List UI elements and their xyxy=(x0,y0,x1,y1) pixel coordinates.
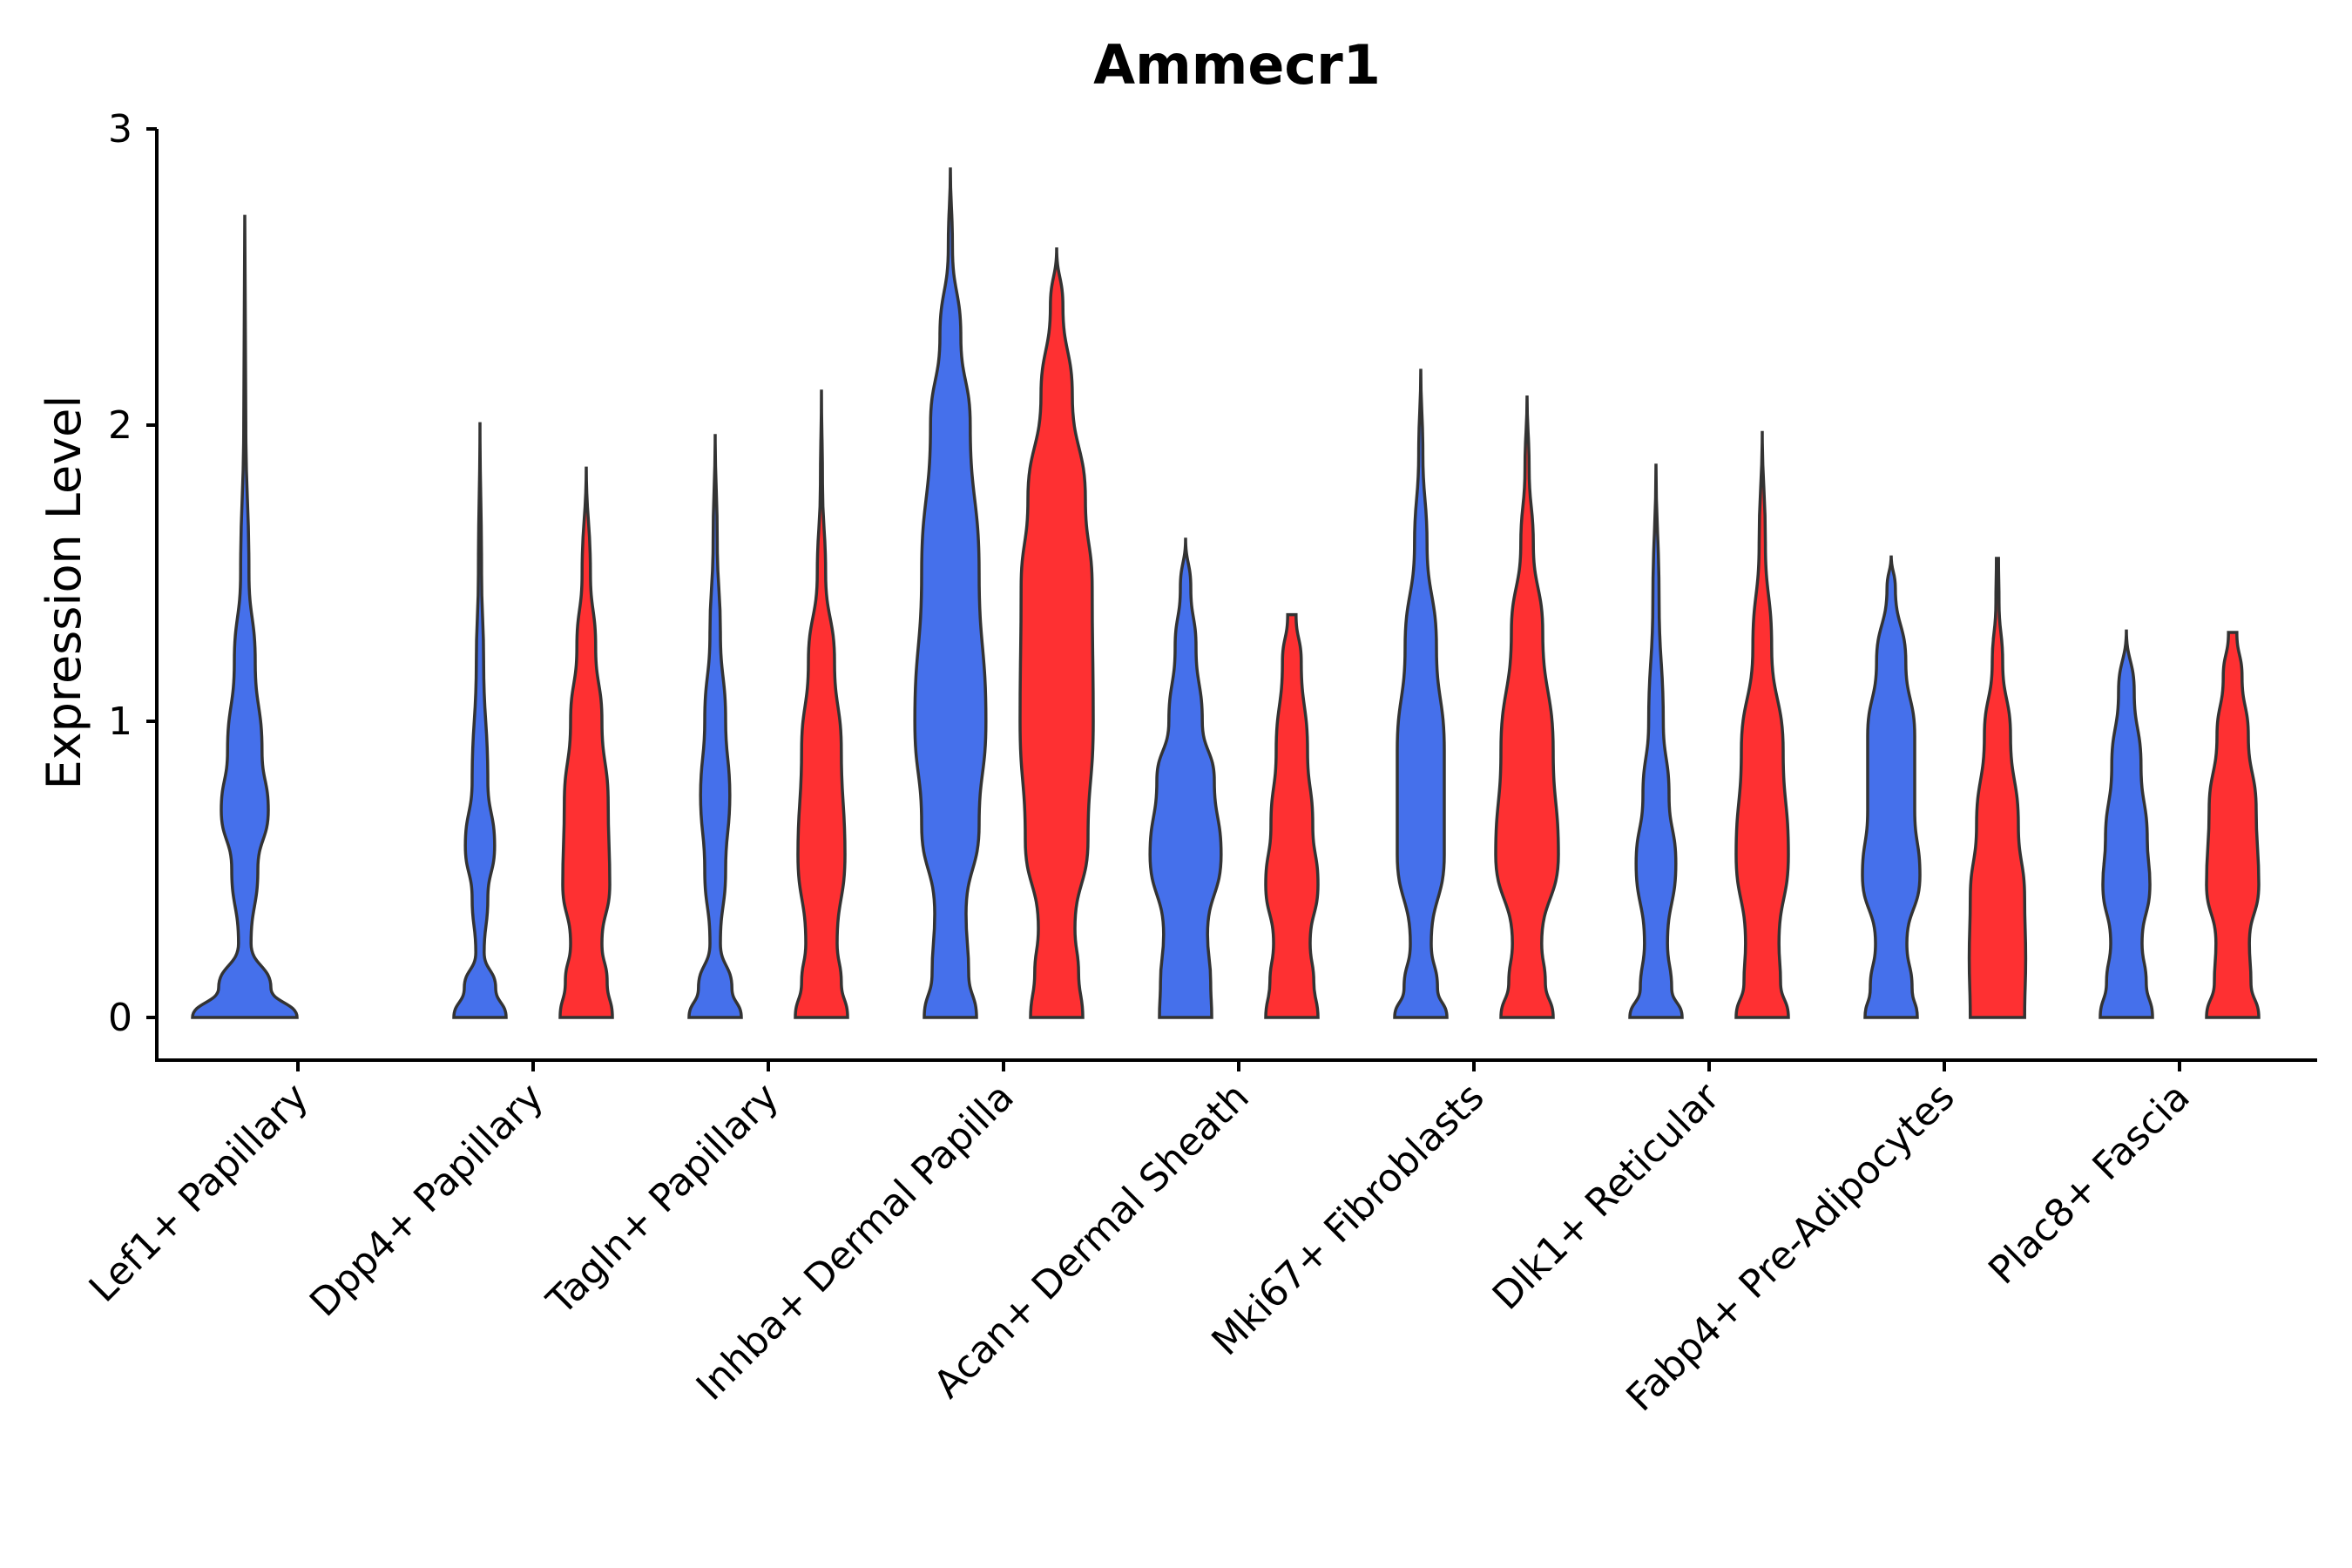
y-tick-label: 2 xyxy=(108,403,132,448)
violin-red-8 xyxy=(2205,631,2261,1019)
violin-blue-6 xyxy=(1628,463,1684,1019)
violin-red-7 xyxy=(1967,557,2028,1019)
y-axis-ticks: 0 1 2 3 xyxy=(108,107,157,1040)
violin-blue-1 xyxy=(452,420,508,1019)
violin-blue-7 xyxy=(1861,553,1922,1019)
violin-blue-4 xyxy=(1148,537,1223,1019)
x-tick-label: Mki67+ Fibroblasts xyxy=(1203,1075,1492,1364)
y-axis-label: Expression Level xyxy=(37,395,91,790)
violin-layer xyxy=(191,166,2261,1019)
x-tick-label: Lef1+ Papillary xyxy=(81,1075,317,1311)
violin-blue-5 xyxy=(1393,367,1449,1019)
violin-blue-8 xyxy=(2099,627,2154,1019)
violin-blue-3 xyxy=(913,166,988,1019)
y-tick-label: 1 xyxy=(108,700,132,744)
violin-red-6 xyxy=(1734,429,1790,1019)
violin-blue-0 xyxy=(191,213,299,1019)
violin-red-4 xyxy=(1264,612,1320,1019)
chart-title: Ammecr1 xyxy=(1093,33,1381,97)
x-tick-label: Dlk1+ Reticular xyxy=(1484,1074,1729,1319)
x-tick-label: Plac8+ Fascia xyxy=(1980,1075,2199,1294)
y-tick-label: 0 xyxy=(108,996,132,1040)
violin-red-3 xyxy=(1018,247,1095,1019)
violin-blue-2 xyxy=(687,432,743,1019)
violin-red-5 xyxy=(1494,394,1560,1019)
x-tick-label: Tagln+ Papillary xyxy=(538,1075,787,1324)
x-tick-label: Dpp4+ Papillary xyxy=(301,1075,552,1326)
y-tick-label: 3 xyxy=(108,107,132,152)
violin-red-1 xyxy=(558,464,614,1019)
violin-red-2 xyxy=(794,388,849,1019)
